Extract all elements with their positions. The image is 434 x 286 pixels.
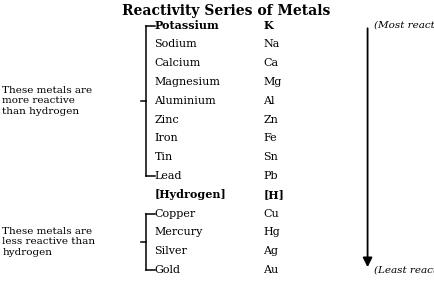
Text: Copper: Copper <box>154 208 195 219</box>
Text: Mg: Mg <box>263 77 281 87</box>
Text: These metals are
less reactive than
hydrogen: These metals are less reactive than hydr… <box>2 227 95 257</box>
Text: Tin: Tin <box>154 152 172 162</box>
Text: Ag: Ag <box>263 246 277 256</box>
Text: Ca: Ca <box>263 58 278 68</box>
Text: Sodium: Sodium <box>154 39 197 49</box>
Text: These metals are
more reactive
than hydrogen: These metals are more reactive than hydr… <box>2 86 92 116</box>
Text: Pb: Pb <box>263 171 277 181</box>
Text: Na: Na <box>263 39 279 49</box>
Text: Hg: Hg <box>263 227 279 237</box>
Text: Mercury: Mercury <box>154 227 202 237</box>
Text: Al: Al <box>263 96 274 106</box>
Text: Sn: Sn <box>263 152 277 162</box>
Text: Au: Au <box>263 265 278 275</box>
Text: Calcium: Calcium <box>154 58 201 68</box>
Text: Zinc: Zinc <box>154 114 179 124</box>
Text: Lead: Lead <box>154 171 181 181</box>
Text: [H]: [H] <box>263 189 283 200</box>
Text: Zn: Zn <box>263 114 277 124</box>
Text: Fe: Fe <box>263 133 276 143</box>
Text: [Hydrogen]: [Hydrogen] <box>154 189 226 200</box>
Text: Silver: Silver <box>154 246 187 256</box>
Text: Iron: Iron <box>154 133 178 143</box>
Text: Potassium: Potassium <box>154 20 219 31</box>
Text: Aluminium: Aluminium <box>154 96 216 106</box>
Text: (Most reactive metal): (Most reactive metal) <box>373 21 434 30</box>
Text: Reactivity Series of Metals: Reactivity Series of Metals <box>122 4 330 18</box>
Text: Gold: Gold <box>154 265 180 275</box>
Text: K: K <box>263 20 272 31</box>
Text: Cu: Cu <box>263 208 278 219</box>
Text: (Least reactive metal): (Least reactive metal) <box>373 265 434 275</box>
Text: Magnesium: Magnesium <box>154 77 220 87</box>
